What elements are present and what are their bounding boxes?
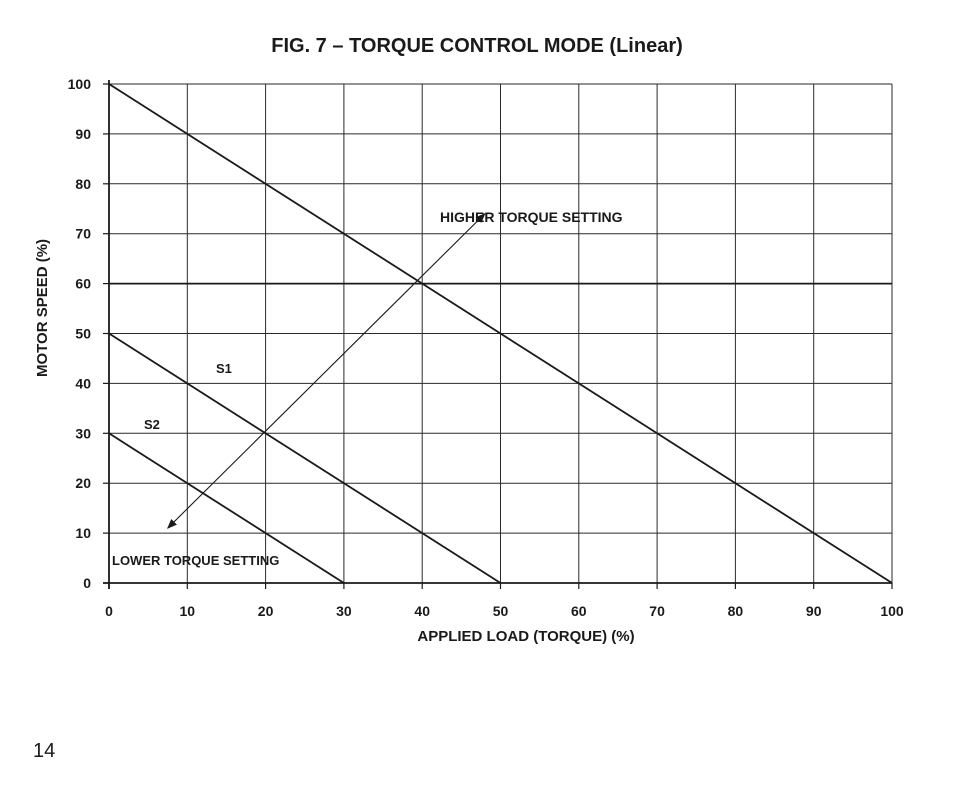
s1-series-label: S1 xyxy=(216,361,232,376)
y-tick-label: 90 xyxy=(75,126,91,142)
y-tick-label: 80 xyxy=(75,176,91,192)
y-tick-label: 60 xyxy=(75,276,91,292)
chart-title: FIG. 7 – TORQUE CONTROL MODE (Linear) xyxy=(271,35,683,57)
x-tick-label: 80 xyxy=(728,603,744,619)
s2-series-label: S2 xyxy=(144,417,160,432)
x-tick-label: 10 xyxy=(180,603,196,619)
y-tick-label: 0 xyxy=(83,575,91,591)
x-tick-labels: 0 10 20 30 40 50 60 70 80 90 100 xyxy=(105,603,904,619)
y-tick-label: 40 xyxy=(75,375,91,391)
axes xyxy=(103,80,893,589)
x-tick-label: 60 xyxy=(571,603,587,619)
x-tick-label: 90 xyxy=(806,603,822,619)
y-tick-label: 20 xyxy=(75,475,91,491)
y-tick-label: 100 xyxy=(68,76,92,92)
x-tick-label: 50 xyxy=(493,603,509,619)
x-tick-label: 0 xyxy=(105,603,113,619)
series-line-1 xyxy=(108,83,893,584)
y-tick-label: 10 xyxy=(75,525,91,541)
page-number: 14 xyxy=(33,740,56,762)
y-tick-label: 70 xyxy=(75,226,91,242)
x-axis-label: APPLIED LOAD (TORQUE) (%) xyxy=(417,628,634,645)
y-tick-label: 50 xyxy=(75,326,91,342)
x-tick-label: 20 xyxy=(258,603,274,619)
higher-torque-label: HIGHER TORQUE SETTING xyxy=(440,209,623,225)
x-tick-label: 70 xyxy=(649,603,665,619)
y-axis-label: MOTOR SPEED (%) xyxy=(34,239,51,377)
x-tick-label: 100 xyxy=(880,603,904,619)
x-tick-label: 30 xyxy=(336,603,352,619)
y-tick-labels: 0 10 20 30 40 50 60 70 80 90 100 xyxy=(68,76,92,591)
torque-setting-arrow xyxy=(167,213,486,529)
lower-torque-label: LOWER TORQUE SETTING xyxy=(112,553,279,568)
y-tick-label: 30 xyxy=(75,425,91,441)
series-line-s1 xyxy=(108,332,501,584)
x-tick-label: 40 xyxy=(414,603,430,619)
